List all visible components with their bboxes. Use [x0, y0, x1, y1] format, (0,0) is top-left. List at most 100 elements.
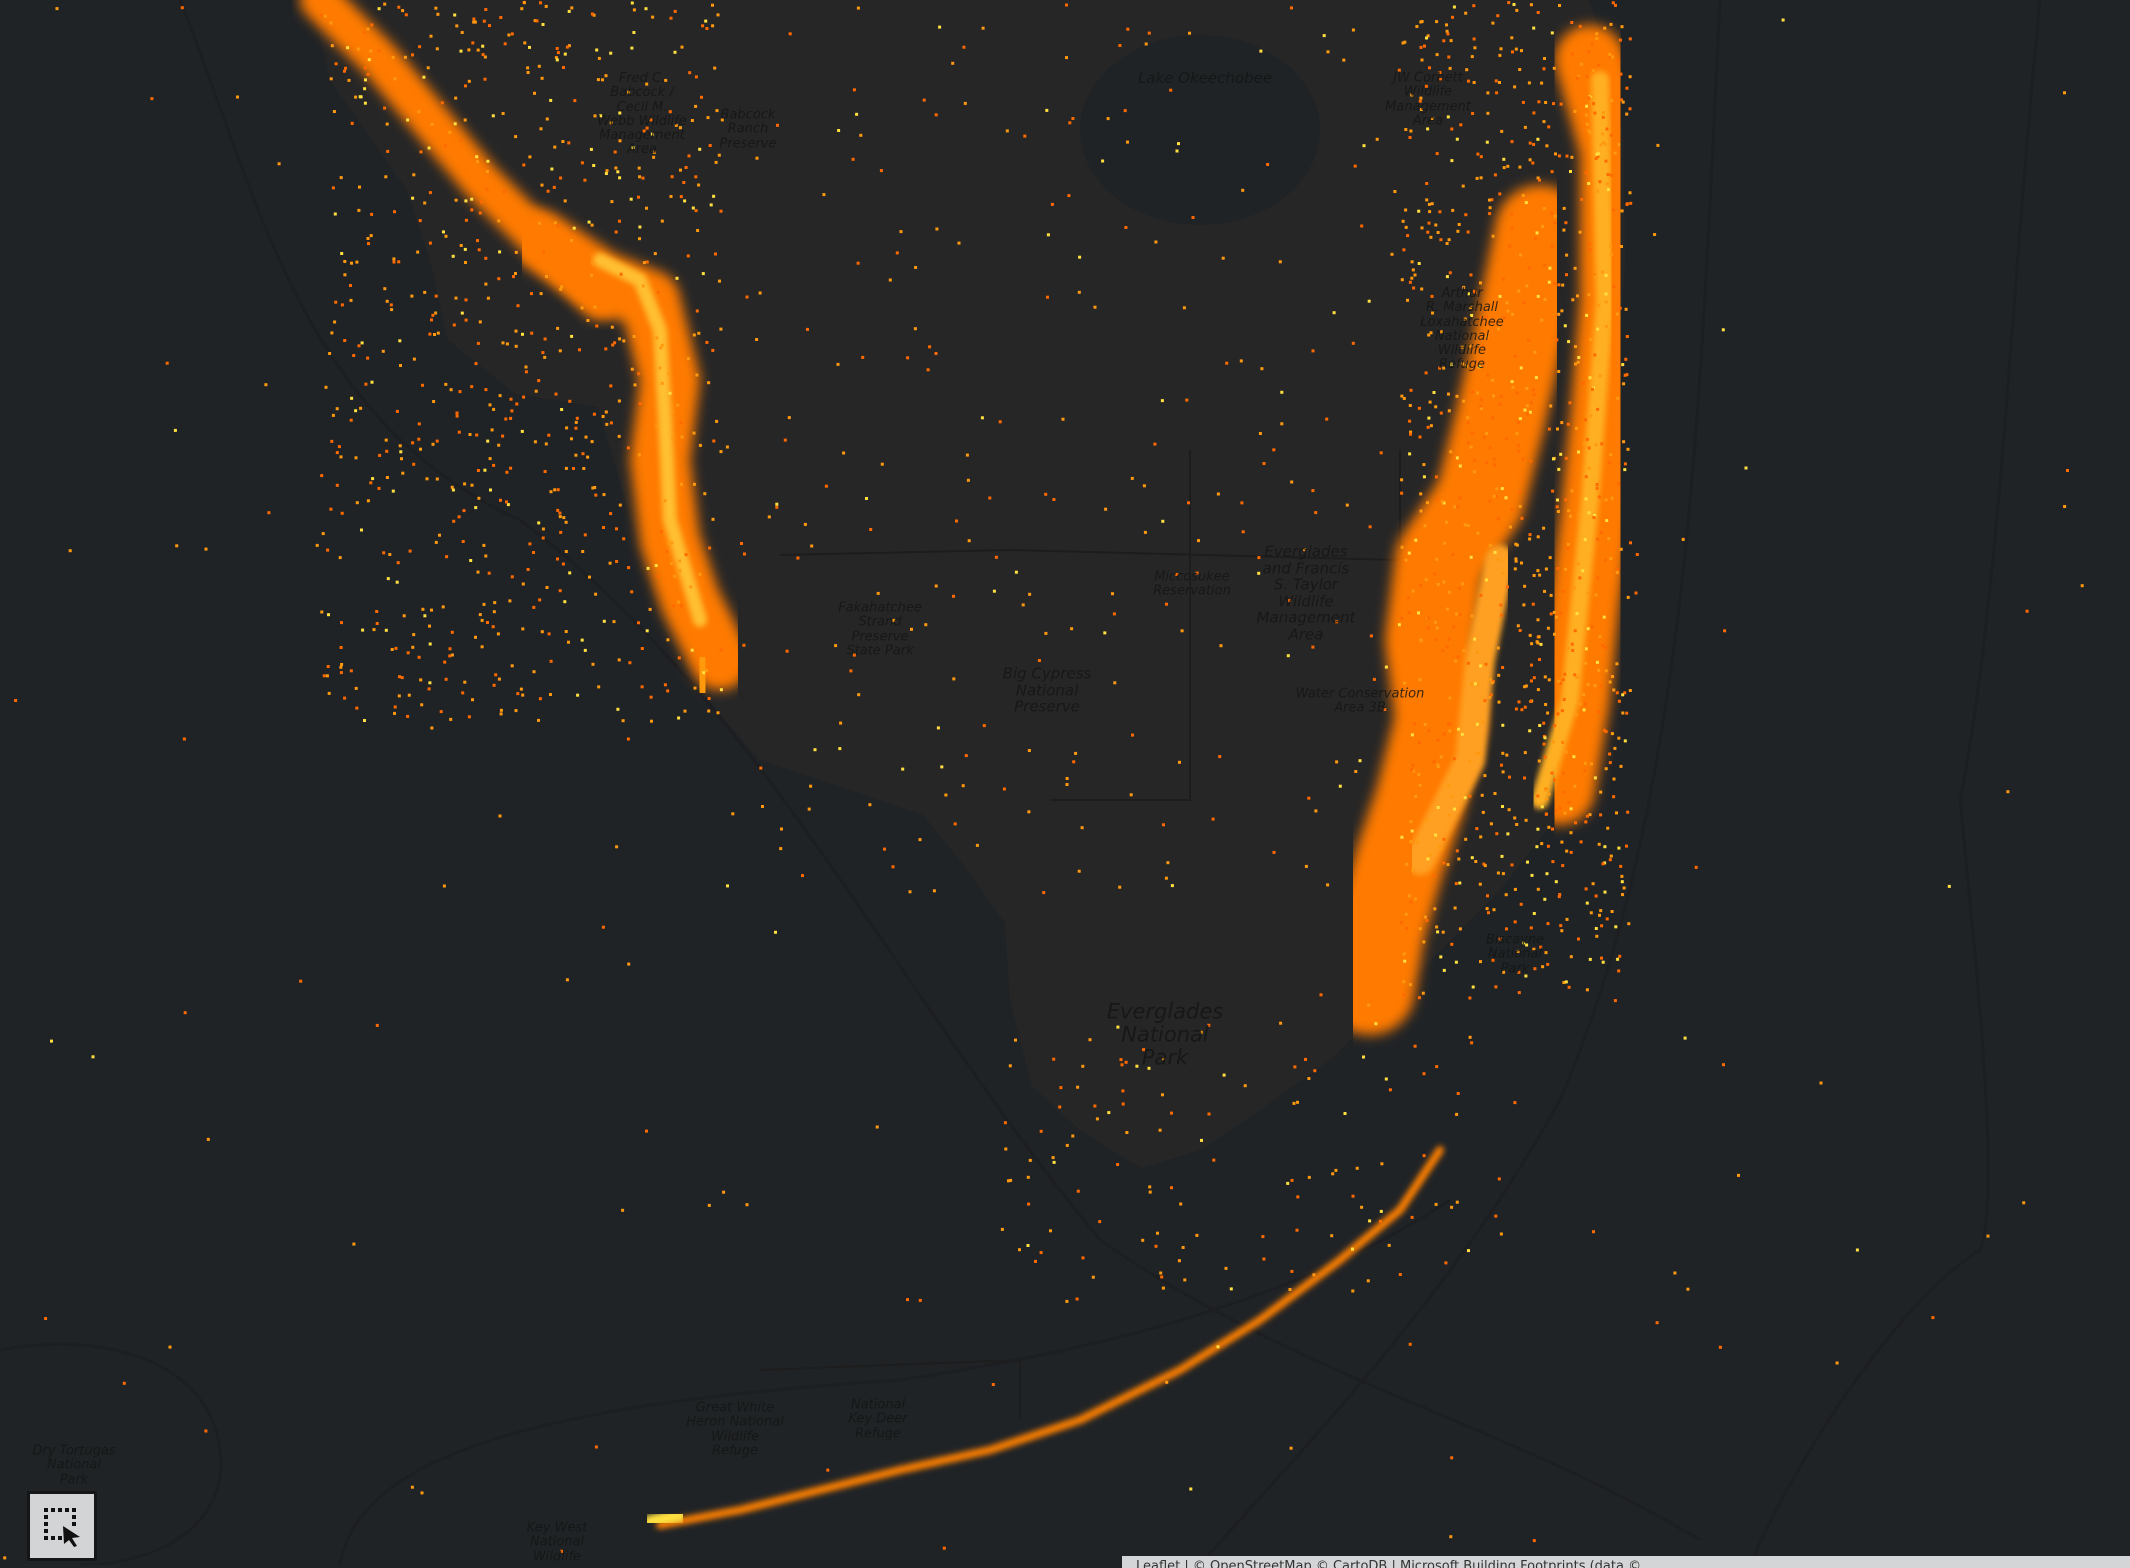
- density-point: [1469, 555, 1473, 559]
- density-point: [1413, 273, 1417, 277]
- density-point: [1288, 599, 1292, 603]
- density-point: [1528, 533, 1532, 537]
- density-point: [1405, 926, 1408, 930]
- density-point: [774, 930, 777, 934]
- density-point: [1604, 159, 1608, 163]
- density-point: [631, 146, 635, 150]
- density-point: [1440, 500, 1444, 504]
- density-point: [1623, 468, 1627, 472]
- density-point: [876, 591, 880, 595]
- density-point: [339, 176, 343, 180]
- density-point: [1426, 626, 1430, 630]
- density-point: [530, 292, 533, 296]
- density-point: [1434, 638, 1438, 642]
- density-point: [533, 440, 537, 444]
- density-point: [1490, 198, 1494, 202]
- density-point: [796, 556, 800, 560]
- density-point: [1628, 191, 1632, 195]
- density-point: [418, 45, 422, 49]
- density-point: [574, 420, 578, 424]
- density-point: [50, 1039, 53, 1043]
- density-point: [1523, 125, 1527, 129]
- density-point: [1433, 572, 1437, 576]
- density-point: [1296, 1195, 1300, 1199]
- density-point: [354, 456, 358, 460]
- density-point: [611, 343, 615, 347]
- density-point: [448, 130, 452, 134]
- density-point: [399, 364, 402, 367]
- west-coast-core: [593, 253, 707, 627]
- density-point: [1499, 603, 1503, 607]
- density-point: [1414, 538, 1418, 542]
- density-point: [1387, 1243, 1391, 1247]
- density-point: [604, 410, 608, 414]
- density-point: [1592, 1230, 1595, 1234]
- density-point: [953, 822, 957, 826]
- density-point: [1567, 646, 1571, 650]
- density-point: [1065, 777, 1069, 780]
- density-point: [1475, 752, 1479, 756]
- density-point: [1448, 271, 1452, 275]
- density-point: [1497, 673, 1501, 677]
- density-point: [1497, 700, 1501, 704]
- density-point: [1536, 827, 1540, 831]
- density-point: [1781, 18, 1785, 22]
- density-point: [1009, 1178, 1013, 1182]
- density-point: [1559, 681, 1563, 685]
- density-point: [1587, 446, 1591, 450]
- density-point: [1464, 213, 1468, 217]
- density-point: [1413, 722, 1417, 726]
- density-point: [1393, 190, 1397, 193]
- density-point: [1536, 569, 1540, 573]
- density-point: [1625, 711, 1629, 715]
- density-point: [1506, 832, 1510, 836]
- density-point: [668, 110, 672, 114]
- density-point: [891, 865, 895, 869]
- density-point: [1613, 151, 1617, 155]
- density-point: [514, 272, 517, 275]
- density-point: [596, 78, 600, 82]
- density-point: [767, 515, 771, 519]
- density-point: [1472, 81, 1476, 84]
- density-point: [1496, 517, 1500, 521]
- density-point: [1077, 290, 1081, 294]
- density-point: [1426, 857, 1430, 861]
- density-point: [1513, 85, 1517, 89]
- density-point: [1558, 893, 1562, 896]
- density-point: [587, 220, 591, 224]
- density-point: [857, 693, 861, 697]
- density-point: [1476, 152, 1480, 156]
- density-point: [701, 272, 705, 276]
- density-point: [1438, 210, 1442, 214]
- density-point: [1566, 546, 1570, 550]
- density-point: [1290, 6, 1293, 10]
- density-point: [684, 553, 688, 557]
- density-point: [484, 256, 488, 260]
- density-point: [1577, 675, 1581, 679]
- box-select-button[interactable]: [30, 1494, 94, 1558]
- density-point: [1610, 99, 1614, 103]
- density-point: [640, 685, 644, 689]
- density-point: [683, 709, 687, 713]
- density-point: [1518, 490, 1522, 494]
- density-point: [541, 536, 545, 540]
- density-point: [183, 1011, 187, 1015]
- density-point: [475, 433, 479, 437]
- density-point: [486, 439, 490, 443]
- density-point: [428, 332, 432, 336]
- density-point: [1568, 401, 1572, 405]
- density-point: [962, 45, 966, 49]
- density-point: [1517, 289, 1521, 293]
- density-point: [122, 1381, 126, 1385]
- density-point: [1456, 1092, 1460, 1095]
- density-point: [1542, 742, 1546, 746]
- density-point: [1550, 211, 1554, 215]
- density-point: [522, 1, 526, 5]
- density-point: [406, 118, 410, 122]
- density-point: [346, 46, 350, 50]
- density-point: [1434, 405, 1438, 409]
- density-point: [430, 726, 434, 730]
- density-point: [364, 78, 367, 82]
- density-point: [883, 847, 886, 851]
